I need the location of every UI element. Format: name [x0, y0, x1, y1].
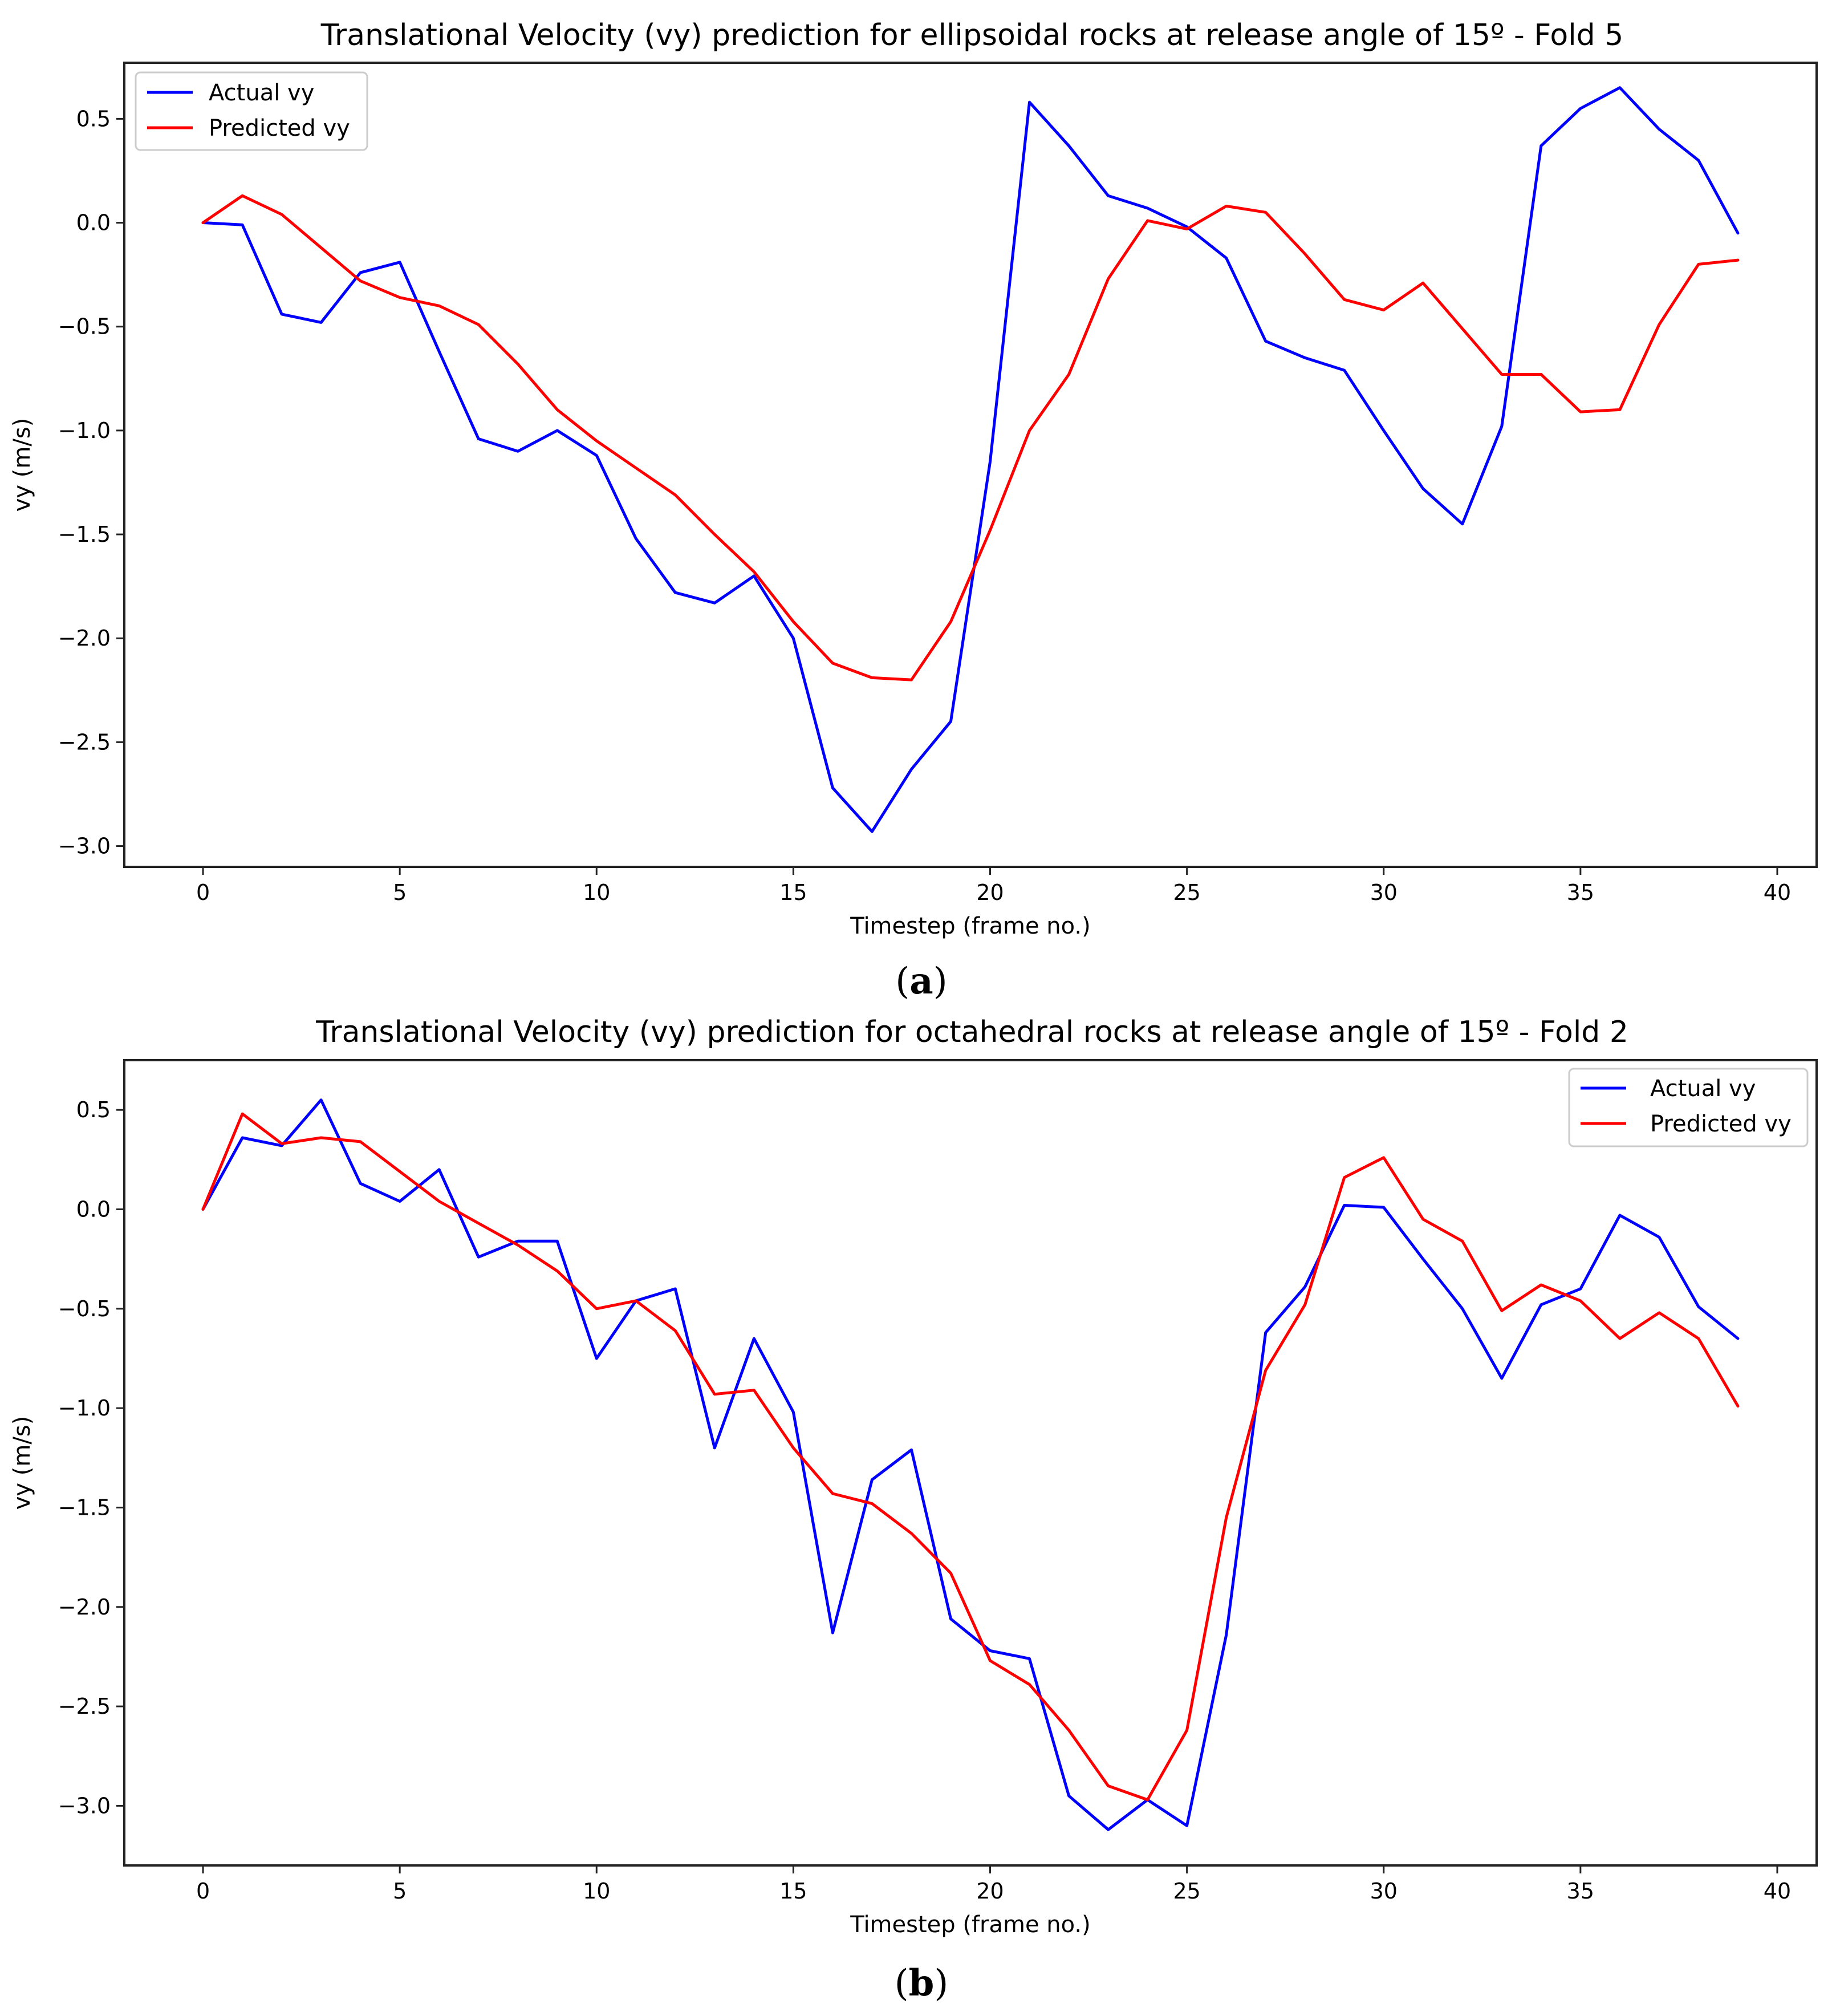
series-lines [201, 1098, 1740, 1831]
y-tick-label: −2.5 [58, 729, 111, 755]
y-axis-label: vy (m/s) [9, 1416, 35, 1510]
y-tick-label: 0.5 [76, 106, 111, 131]
series-line-actual [201, 86, 1740, 833]
y-tick-label: −1.0 [58, 1396, 111, 1421]
chart-panel-b: Translational Velocity (vy) prediction f… [9, 1015, 1818, 2005]
panel-letter: a [909, 960, 933, 1003]
x-tick-label: 10 [583, 1879, 610, 1904]
x-ticks: 0 5 10 15 20 25 30 35 40 [196, 1865, 1791, 1904]
x-axis-label: Timestep (frame no.) [850, 1912, 1091, 1938]
y-tick-label: 0.0 [76, 210, 111, 236]
panel-label-b: (b) [895, 1962, 949, 2005]
x-tick-label: 0 [196, 1879, 210, 1904]
chart-title: Translational Velocity (vy) prediction f… [315, 1015, 1628, 1049]
y-tick-label: −2.0 [58, 1595, 111, 1620]
x-tick-label: 10 [583, 880, 610, 905]
y-tick-label: −2.0 [58, 626, 111, 651]
plot-frame [123, 62, 1818, 868]
legend: Actual vy Predicted vy [1568, 1068, 1809, 1147]
x-tick-label: 5 [393, 880, 407, 905]
x-tick-label: 15 [779, 1879, 807, 1904]
x-tick-label: 30 [1370, 880, 1398, 905]
panel-letter: b [909, 1962, 935, 2005]
y-tick-label: −1.5 [58, 1495, 111, 1520]
x-tick-label: 25 [1173, 880, 1200, 905]
x-axis-label: Timestep (frame no.) [850, 913, 1091, 939]
y-tick-label: 0.0 [76, 1196, 111, 1222]
legend: Actual vy Predicted vy [135, 71, 368, 151]
y-tick-label: −0.5 [58, 1296, 111, 1321]
legend-label-actual: Actual vy [209, 80, 314, 106]
y-tick-label: −1.5 [58, 522, 111, 547]
y-ticks: 0.5 0.0 −0.5 −1.0 −1.5 −2.0 −2.5 −3.0 [58, 1097, 124, 1818]
plot-frame [123, 1059, 1818, 1867]
x-tick-label: 35 [1567, 1879, 1594, 1904]
x-ticks: 0 5 10 15 20 25 30 35 40 [196, 867, 1791, 905]
y-ticks: 0.5 0.0 −0.5 −1.0 −1.5 −2.0 −2.5 −3.0 [58, 106, 124, 859]
y-tick-label: −1.0 [58, 418, 111, 443]
x-tick-label: 0 [196, 880, 210, 905]
legend-box [135, 71, 368, 151]
series-line-predicted [201, 1112, 1740, 1802]
y-axis-label: vy (m/s) [9, 418, 35, 512]
legend-box [1568, 1068, 1809, 1147]
y-tick-label: −2.5 [58, 1694, 111, 1719]
x-tick-label: 20 [976, 880, 1004, 905]
x-tick-label: 30 [1370, 1879, 1398, 1904]
chart-title: Translational Velocity (vy) prediction f… [320, 18, 1624, 52]
x-tick-label: 40 [1764, 1879, 1791, 1904]
panel-label-a: (a) [895, 960, 947, 1003]
y-tick-label: −3.0 [58, 834, 111, 859]
legend-label-actual: Actual vy [1650, 1076, 1756, 1102]
x-tick-label: 40 [1764, 880, 1791, 905]
legend-label-predicted: Predicted vy [209, 115, 350, 141]
y-tick-label: 0.5 [76, 1097, 111, 1122]
x-tick-label: 15 [779, 880, 807, 905]
x-tick-label: 35 [1567, 880, 1594, 905]
series-line-actual [201, 1098, 1740, 1831]
chart-panel-a: Translational Velocity (vy) prediction f… [9, 18, 1818, 1003]
legend-label-predicted: Predicted vy [1650, 1111, 1792, 1137]
series-lines [201, 86, 1740, 833]
y-tick-label: −0.5 [58, 314, 111, 339]
x-tick-label: 20 [976, 1879, 1004, 1904]
x-tick-label: 25 [1173, 1879, 1200, 1904]
series-line-predicted [201, 194, 1740, 682]
y-tick-label: −3.0 [58, 1793, 111, 1818]
x-tick-label: 5 [393, 1879, 407, 1904]
